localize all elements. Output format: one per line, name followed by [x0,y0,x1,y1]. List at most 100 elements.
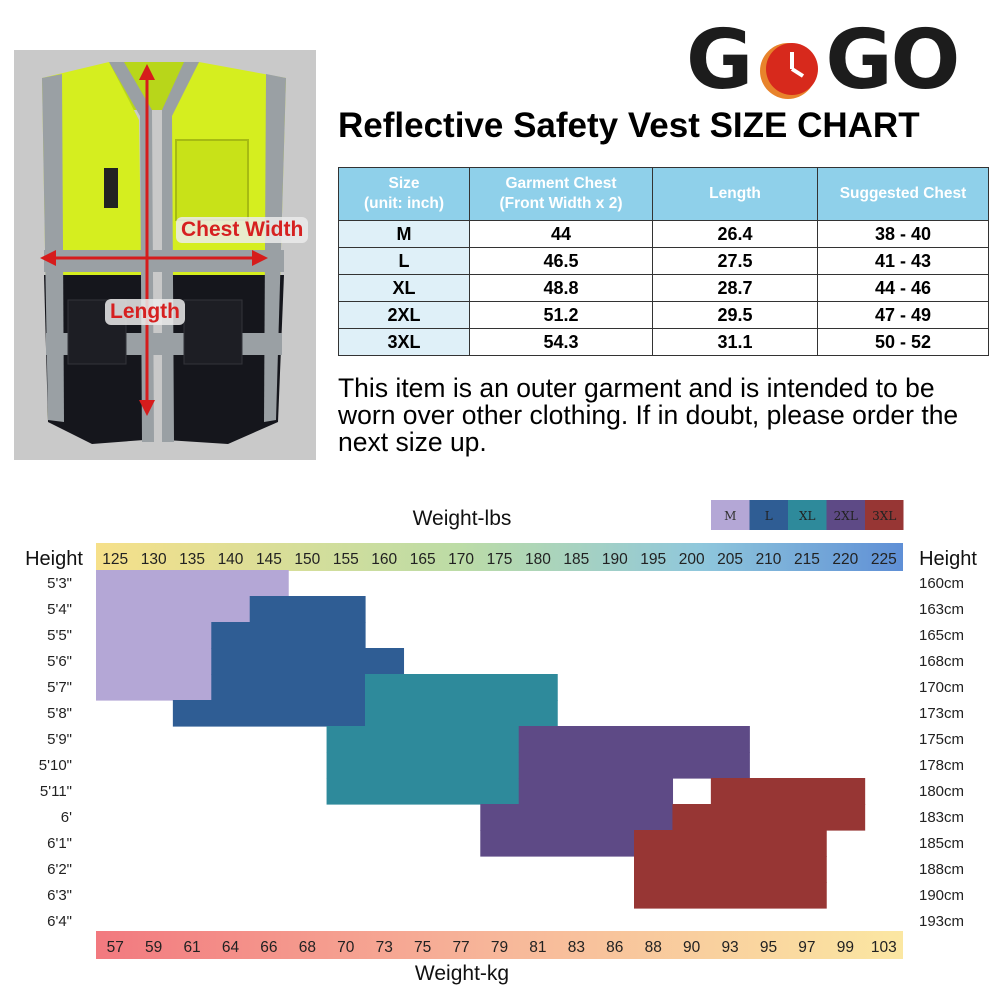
weight-lbs-tick: 220 [832,551,858,568]
size-region-3xl [634,882,827,909]
weight-kg-tick: 77 [452,939,469,956]
weight-lbs-tick: 200 [679,551,705,568]
size-fit-chart: M L XL 2XL 3XL Weight-lbs Weight-kg Height Heig… [0,490,1000,1000]
height-ft-tick: 5'6" [47,653,72,670]
weight-lbs-tick: 210 [756,551,782,568]
height-cm-tick: 193cm [919,913,964,930]
height-cm-tick: 163cm [919,601,964,618]
legend-swatch-l [749,500,788,530]
size-region-m [96,596,251,623]
cell-size: 2XL [338,301,470,329]
cell-length: 28.7 [652,274,818,302]
weight-lbs-tick: 160 [371,551,397,568]
weight-lbs-tick: 135 [179,551,205,568]
weight-lbs-axis-band [96,543,903,571]
weight-lbs-tick: 125 [102,551,128,568]
weight-kg-tick: 57 [107,939,124,956]
logo-letter-o: O [890,12,961,108]
height-ft-tick: 5'11" [40,783,72,800]
table-row: XL 48.8 28.7 44 - 46 [338,274,989,302]
weight-kg-tick: 70 [337,939,355,956]
height-cm-tick: 178cm [919,757,964,774]
size-region-xl [326,778,520,805]
weight-lbs-tick: 180 [525,551,551,568]
size-region-2xl [518,752,750,779]
height-axis-title-left: Height [25,548,83,570]
length-label: Length [105,299,185,325]
brand-logo: G G O [686,13,960,108]
size-region-m [96,622,212,649]
height-ft-tick: 5'5" [47,627,72,644]
size-region-xl [326,752,520,779]
weight-lbs-tick: 195 [640,551,666,568]
weight-lbs-tick: 165 [410,551,436,568]
outer-garment-note: This item is an outer garment and is int… [338,373,959,457]
legend-label-l: L [765,509,773,523]
height-ft-tick: 5'7" [47,679,72,696]
legend-swatch-2xl [826,500,865,530]
table-row: 3XL 54.3 31.1 50 - 52 [338,328,989,356]
size-region-2xl [480,830,635,857]
header-suggested-chest: Suggested Chest [817,167,989,221]
height-ft-tick: 5'4" [47,601,72,618]
height-ft-tick: 6'3" [47,887,72,904]
size-region-2xl [518,778,674,805]
weight-lbs-tick: 145 [256,551,282,568]
weight-kg-axis-band [96,931,903,959]
logo-letter-g2: G [825,12,892,108]
table-row: M 44 26.4 38 - 40 [338,220,989,248]
height-ft-tick: 5'8" [47,705,72,722]
logo-letter-g1: G [686,12,753,108]
cell-chest: 46.5 [469,247,653,275]
weight-lbs-tick: 205 [717,551,743,568]
height-cm-tick: 175cm [919,731,964,748]
weight-lbs-tick: 215 [794,551,820,568]
height-cm-tick: 183cm [919,809,964,826]
weight-kg-tick: 90 [683,939,701,956]
header-length: Length [652,167,818,221]
size-region-3xl [634,830,827,857]
cell-size: XL [338,274,470,302]
weight-kg-tick: 97 [798,939,815,956]
height-ft-tick: 5'3" [47,575,72,592]
height-cm-tick: 188cm [919,861,964,878]
cell-length: 31.1 [652,328,818,356]
height-cm-tick: 190cm [919,887,964,904]
height-cm-tick: 170cm [919,679,964,696]
weight-kg-tick: 99 [837,939,854,956]
weight-lbs-title: Weight-lbs [413,507,512,530]
weight-kg-tick: 95 [760,939,777,956]
size-fit-chart-svg: M L XL 2XL 3XL Weight-lbs Weight-kg Height Heig… [25,500,977,985]
height-ft-tick: 6'4" [47,913,72,930]
weight-lbs-tick: 175 [487,551,513,568]
weight-kg-tick: 64 [222,939,240,956]
height-cm-tick: 168cm [919,653,964,670]
size-region-3xl [634,856,827,883]
height-cm-tick: 185cm [919,835,964,852]
height-cm-tick: 173cm [919,705,964,722]
size-region-3xl [710,778,866,805]
weight-lbs-tick: 190 [602,551,628,568]
legend-label-2xl: 2XL [834,509,858,523]
legend-label-xl: XL [799,509,816,523]
size-region-l [172,700,366,727]
clock-icon [755,27,821,99]
cell-size: L [338,247,470,275]
table-row: 2XL 51.2 29.5 47 - 49 [338,301,989,329]
height-ft-tick: 5'9" [47,731,72,748]
cell-chest: 44 [469,220,653,248]
cell-size: 3XL [338,328,470,356]
page-title: Reflective Safety Vest SIZE CHART [338,106,920,145]
size-region-m [96,570,289,597]
cell-chest: 48.8 [469,274,653,302]
header-size: Size (unit: inch) [338,167,470,221]
legend-label-m: M [724,509,736,523]
weight-kg-tick: 83 [568,939,585,956]
size-region-m [96,674,212,701]
cell-suggested: 47 - 49 [817,301,989,329]
weight-lbs-tick: 155 [333,551,359,568]
weight-lbs-tick: 225 [871,551,897,568]
cell-suggested: 50 - 52 [817,328,989,356]
cell-chest: 54.3 [469,328,653,356]
height-ft-tick: 5'10" [39,757,72,774]
